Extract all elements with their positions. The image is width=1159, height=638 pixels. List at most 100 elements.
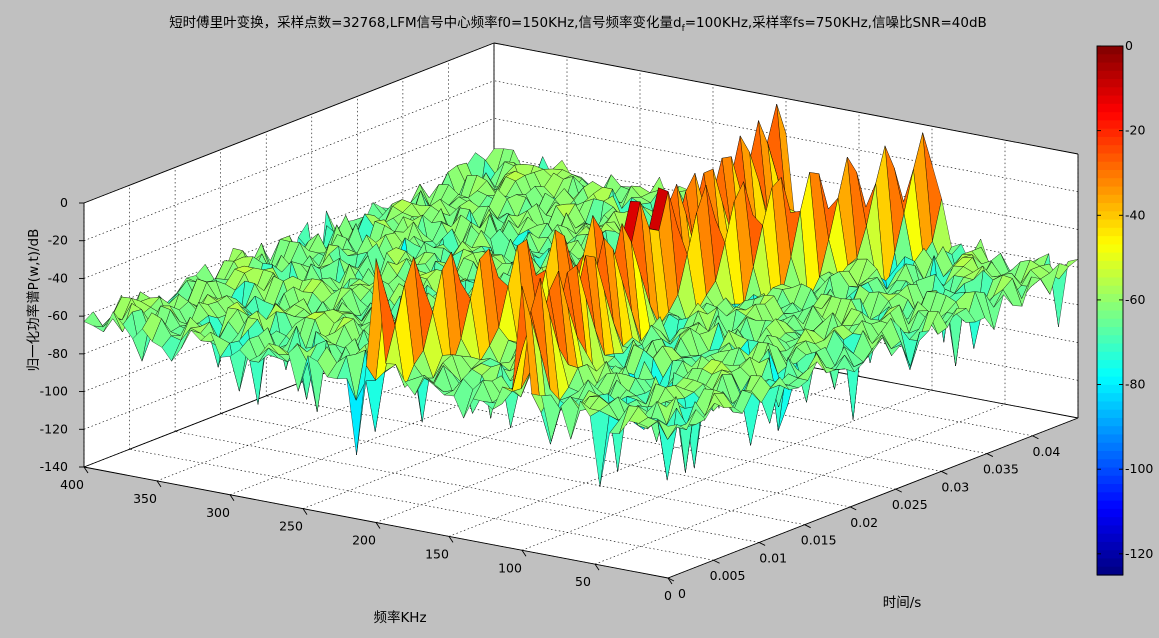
colorbar-segment: [1097, 351, 1123, 361]
colorbar-segment: [1097, 103, 1123, 113]
colorbar-segment: [1097, 500, 1123, 510]
colorbar-segment: [1097, 136, 1123, 146]
colorbar-tick-label: -120: [1125, 546, 1153, 561]
z-tick-label: -60: [48, 308, 68, 323]
colorbar-segment: [1097, 310, 1123, 320]
y-tick-label: 0.025: [892, 497, 928, 512]
colorbar-tick-label: -80: [1125, 377, 1145, 392]
colorbar-tick-label: -60: [1125, 292, 1145, 307]
colorbar-segment: [1097, 409, 1123, 419]
surface-plot: [83, 103, 1079, 488]
colorbar-segment: [1097, 219, 1123, 229]
colorbar-segment: [1097, 120, 1123, 130]
y-axis-label: 时间/s: [883, 595, 922, 611]
colorbar-segment: [1097, 186, 1123, 196]
colorbar-segment: [1097, 451, 1123, 460]
colorbar-segment: [1097, 128, 1123, 138]
chart-title: 短时傅里叶变换，采样点数=32768,LFM信号中心频率f0=150KHz,信号…: [169, 14, 987, 34]
colorbar-segment: [1097, 484, 1123, 493]
colorbar-segment: [1097, 434, 1123, 444]
colorbar-segment: [1097, 112, 1123, 121]
x-tick-label: 350: [133, 491, 157, 506]
colorbar-segment: [1097, 169, 1123, 179]
z-tick-label: -80: [48, 346, 68, 361]
colorbar-segment: [1097, 343, 1123, 353]
colorbar-segment: [1097, 467, 1123, 477]
z-axis-label: 归一化功率谱P(w,t)/dB: [25, 229, 42, 372]
x-tick-label: 400: [60, 477, 84, 492]
colorbar-segment: [1097, 517, 1123, 527]
y-tick-label: 0: [678, 586, 686, 601]
colorbar-segment: [1097, 54, 1123, 64]
z-tick-label: -140: [40, 459, 68, 474]
colorbar-segment: [1097, 236, 1123, 245]
colorbar-segment: [1097, 153, 1123, 163]
x-tick-label: 0: [664, 588, 672, 603]
colorbar-segment: [1097, 401, 1123, 411]
colorbar-segment: [1097, 417, 1123, 427]
y-tick-label: 0.035: [983, 462, 1019, 477]
colorbar-segment: [1097, 203, 1123, 212]
colorbar-segment: [1097, 525, 1123, 535]
colorbar-segment: [1097, 335, 1123, 345]
z-tick-label: -100: [40, 384, 68, 399]
colorbar-segment: [1097, 161, 1123, 171]
colorbar-segment: [1097, 285, 1123, 295]
colorbar-segment: [1097, 566, 1123, 576]
colorbar-segment: [1097, 442, 1123, 452]
colorbar-segment: [1097, 492, 1123, 502]
x-tick-label: 100: [498, 560, 522, 575]
colorbar: 0 -20 -40 -60 -80 -100 -120: [1096, 38, 1153, 576]
colorbar-segment: [1097, 508, 1123, 518]
colorbar-tick-label: -100: [1125, 461, 1153, 476]
colorbar-segment: [1097, 384, 1123, 394]
x-tick-label: 150: [425, 546, 449, 561]
z-tick-label: -20: [48, 233, 68, 248]
colorbar-segment: [1097, 62, 1123, 72]
surface-cell: [657, 419, 678, 440]
colorbar-segment: [1097, 558, 1123, 568]
y-tick-label: 0.01: [759, 550, 787, 565]
colorbar-segment: [1097, 475, 1123, 485]
colorbar-segment: [1097, 376, 1123, 386]
colorbar-segment: [1097, 368, 1123, 378]
colorbar-frame: [1096, 45, 1124, 576]
colorbar-segment: [1097, 541, 1123, 551]
colorbar-tick-label: 0: [1125, 38, 1133, 53]
colorbar-segment: [1097, 252, 1123, 262]
colorbar-segment: [1097, 145, 1123, 155]
colorbar-segment: [1097, 79, 1123, 88]
x-axis-label: 频率KHz: [373, 609, 426, 626]
x-tick-label: 250: [279, 519, 303, 534]
colorbar-segment: [1097, 46, 1123, 55]
colorbar-segment: [1097, 550, 1123, 560]
colorbar-segment: [1097, 95, 1123, 105]
colorbar-segment: [1097, 459, 1123, 469]
colorbar-segment: [1097, 327, 1123, 336]
y-tick-label: 0.005: [710, 568, 746, 583]
colorbar-segment: [1097, 244, 1123, 254]
z-tick-label: 0: [60, 195, 68, 210]
colorbar-segment: [1097, 70, 1123, 80]
y-tick-label: 0.03: [941, 479, 969, 494]
colorbar-segment: [1097, 87, 1123, 97]
colorbar-segment: [1097, 211, 1123, 221]
colorbar-segment: [1097, 302, 1123, 312]
colorbar-segment: [1097, 269, 1123, 279]
colorbar-segment: [1097, 533, 1123, 543]
colorbar-tick-label: -20: [1125, 123, 1145, 138]
colorbar-segment: [1097, 277, 1123, 287]
colorbar-segment: [1097, 360, 1123, 369]
z-tick-label: -40: [48, 270, 68, 285]
colorbar-segment: [1097, 318, 1123, 328]
colorbar-segment: [1097, 426, 1123, 436]
x-tick-label: 300: [206, 505, 230, 520]
colorbar-segment: [1097, 393, 1123, 403]
colorbar-segment: [1097, 260, 1123, 270]
colorbar-tick-label: -40: [1125, 207, 1145, 222]
y-tick-label: 0.02: [850, 515, 878, 530]
y-tick-label: 0.04: [1033, 444, 1061, 459]
colorbar-segment: [1097, 178, 1123, 188]
colorbar-segment: [1097, 293, 1123, 303]
